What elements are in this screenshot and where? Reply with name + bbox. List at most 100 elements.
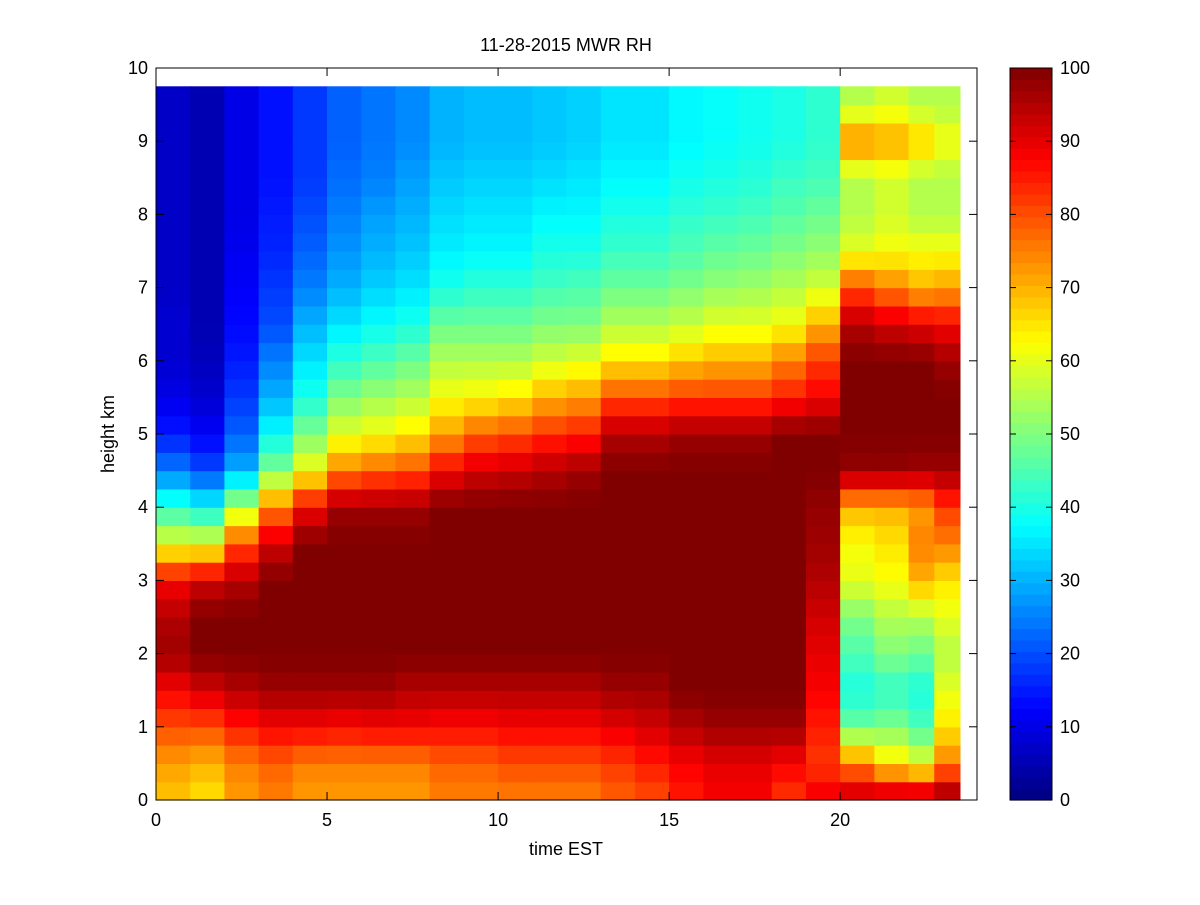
heatmap-cell	[292, 452, 328, 472]
heatmap-cell	[805, 251, 841, 270]
heatmap-cell	[429, 653, 465, 673]
colorbar-swatch	[1010, 193, 1052, 206]
heatmap-cell	[934, 159, 961, 179]
heatmap-cell	[327, 434, 362, 453]
heatmap-cell	[463, 269, 499, 289]
heatmap-cell	[463, 708, 499, 728]
colorbar-swatch	[1010, 697, 1052, 710]
heatmap-cell	[669, 562, 704, 581]
heatmap-cell	[498, 434, 533, 453]
heatmap-cell	[874, 104, 910, 124]
heatmap-cell	[771, 177, 807, 197]
heatmap-cell	[429, 671, 465, 691]
heatmap-cell	[771, 653, 807, 673]
heatmap-cell	[703, 726, 739, 746]
heatmap-cell	[874, 543, 910, 563]
heatmap-cell	[429, 196, 465, 215]
heatmap-cell	[634, 415, 670, 435]
heatmap-cell	[771, 269, 807, 289]
heatmap-cell	[532, 598, 568, 618]
heatmap-cell	[532, 452, 568, 472]
heatmap-cell	[669, 653, 704, 673]
heatmap-cell	[874, 342, 910, 362]
y-tick-label: 5	[138, 424, 148, 444]
heatmap-cell	[600, 488, 636, 508]
heatmap-cell	[327, 470, 362, 490]
heatmap-cell	[361, 543, 397, 563]
heatmap-cell	[498, 251, 533, 270]
heatmap-cell	[737, 690, 773, 710]
heatmap-cell	[771, 745, 807, 764]
heatmap-cell	[224, 214, 260, 234]
colorbar-swatch	[1010, 708, 1052, 721]
heatmap-cell	[908, 525, 935, 545]
heatmap-cell	[840, 726, 875, 746]
heatmap-cell	[874, 269, 910, 289]
heatmap-cell	[840, 415, 875, 435]
heatmap-cell	[532, 507, 568, 527]
heatmap-cell	[908, 324, 935, 344]
heatmap-cell	[634, 543, 670, 563]
heatmap-cell	[498, 305, 533, 325]
heatmap-cell	[532, 690, 568, 710]
colorbar-swatch	[1010, 605, 1052, 618]
colorbar-tick-label: 80	[1060, 204, 1080, 224]
heatmap-cell	[292, 690, 328, 710]
heatmap-cell	[327, 507, 362, 527]
heatmap-cell	[703, 434, 739, 453]
heatmap-cell	[361, 324, 397, 344]
heatmap-cell	[190, 635, 226, 655]
heatmap-cell	[292, 598, 328, 618]
heatmap-cell	[292, 214, 328, 234]
x-tick-label: 0	[151, 810, 161, 830]
heatmap-cell	[395, 214, 431, 234]
colorbar-swatch	[1010, 491, 1052, 504]
heatmap-cell	[874, 525, 910, 545]
heatmap-cell	[874, 507, 910, 527]
colorbar-swatch	[1010, 102, 1052, 115]
heatmap-cell	[258, 159, 294, 179]
heatmap-cell	[566, 86, 602, 106]
heatmap-cell	[634, 598, 670, 618]
heatmap-cell	[840, 745, 875, 764]
heatmap-cell	[532, 159, 568, 179]
colorbar-swatch	[1010, 79, 1052, 92]
heatmap-cell	[361, 708, 397, 728]
heatmap-cell	[840, 525, 875, 545]
colorbar-swatch	[1010, 422, 1052, 435]
heatmap-cell	[395, 763, 431, 783]
heatmap-cell	[908, 543, 935, 563]
heatmap-cell	[224, 690, 260, 710]
heatmap-cell	[934, 671, 961, 691]
heatmap-cell	[771, 141, 807, 161]
heatmap-cell	[771, 360, 807, 380]
heatmap-cell	[258, 269, 294, 289]
heatmap-cell	[190, 726, 226, 746]
heatmap-cell	[703, 525, 739, 545]
heatmap-cell	[771, 507, 807, 527]
heatmap-cell	[224, 196, 260, 215]
heatmap-cell	[908, 488, 935, 508]
heatmap-cell	[874, 434, 910, 453]
heatmap-cell	[703, 305, 739, 325]
heatmap-cell	[874, 232, 910, 252]
heatmap-cell	[934, 763, 961, 783]
heatmap-cell	[395, 745, 431, 764]
heatmap-cell	[703, 488, 739, 508]
heatmap-cell	[703, 617, 739, 636]
heatmap-cell	[224, 305, 260, 325]
colorbar-swatch	[1010, 594, 1052, 607]
heatmap-cell	[429, 415, 465, 435]
heatmap-cell	[840, 488, 875, 508]
heatmap-cell	[566, 580, 602, 600]
heatmap-cell	[532, 470, 568, 490]
heatmap-cell	[703, 232, 739, 252]
heatmap-cell	[737, 781, 773, 801]
heatmap-cell	[934, 342, 961, 362]
heatmap-cell	[224, 543, 260, 563]
heatmap-cell	[703, 86, 739, 106]
heatmap-cell	[292, 580, 328, 600]
heatmap-cell	[634, 379, 670, 398]
